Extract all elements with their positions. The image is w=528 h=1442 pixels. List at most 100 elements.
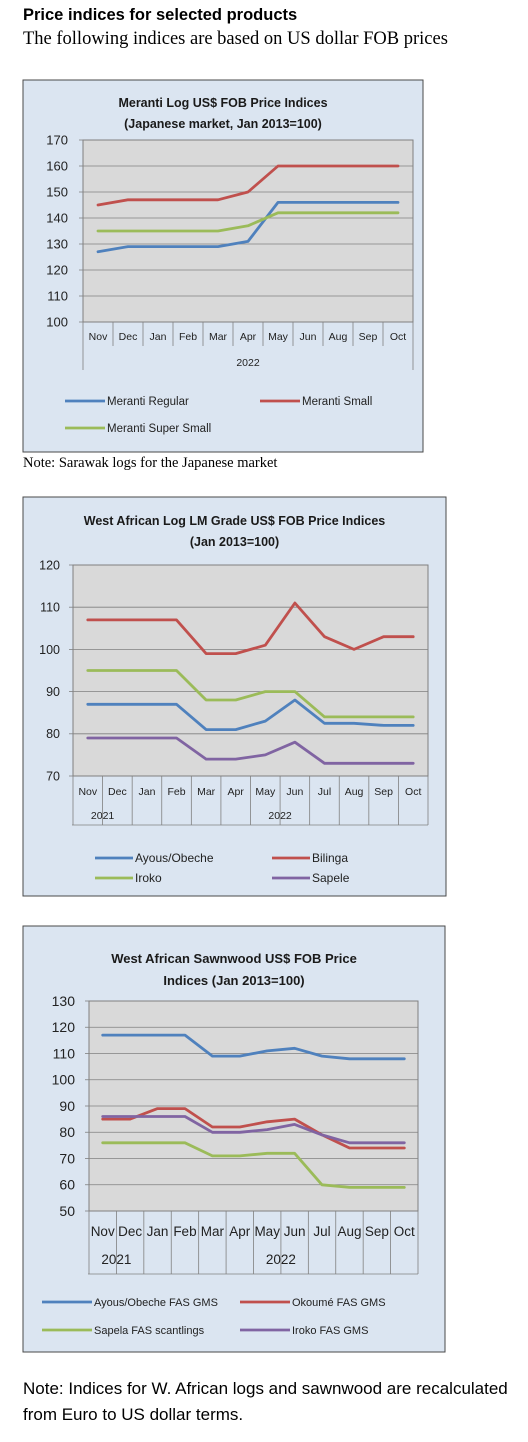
year-label: 2021 (91, 810, 115, 822)
y-tick-label: 110 (40, 601, 60, 615)
plot-area (82, 139, 414, 323)
legend-label: Sapele (312, 871, 350, 885)
chart-title: Meranti Log US$ FOB Price Indices (118, 96, 327, 110)
y-tick-label: 170 (46, 133, 68, 148)
y-tick-label: 130 (52, 993, 76, 1009)
legend-label: Iroko FAS GMS (292, 1325, 368, 1337)
y-tick-label: 120 (46, 263, 68, 278)
x-tick-label: Dec (108, 786, 127, 798)
x-tick-label: May (268, 331, 289, 343)
series-line-1 (86, 698, 415, 731)
x-tick-label: Feb (179, 331, 197, 343)
y-tick-label: 100 (46, 315, 68, 330)
x-tick-label: Mar (209, 331, 228, 343)
x-tick-label: Nov (91, 1224, 115, 1239)
y-tick-label: 110 (53, 1045, 76, 1061)
x-tick-label: Jan (147, 1224, 169, 1239)
chart-title: West African Log LM Grade US$ FOB Price … (84, 514, 386, 528)
x-tick-label: Apr (229, 1224, 251, 1239)
x-tick-label: Dec (118, 1224, 142, 1239)
x-tick-label: Jun (286, 786, 303, 798)
legend-label: Meranti Super Small (107, 423, 211, 435)
series-line-1 (96, 200, 400, 254)
note-sarawak: Note: Sarawak logs for the Japanese mark… (23, 455, 278, 471)
chart-2: West African Log LM Grade US$ FOB Price … (22, 496, 447, 897)
x-tick-label: Mar (201, 1224, 225, 1239)
year-label: 2021 (101, 1252, 131, 1267)
x-tick-label: Oct (394, 1224, 415, 1239)
y-tick-label: 70 (46, 769, 60, 783)
legend-label: Sapela FAS scantlings (94, 1325, 205, 1337)
x-tick-label: Apr (240, 331, 257, 343)
page-subheading: The following indices are based on US do… (23, 29, 448, 49)
series-line-4 (101, 1115, 406, 1145)
y-tick-label: 80 (46, 727, 60, 741)
year-label: 2022 (268, 810, 292, 822)
y-tick-label: 150 (46, 185, 68, 200)
legend-label: Meranti Regular (107, 396, 189, 408)
y-tick-label: 100 (52, 1072, 76, 1088)
series-line-3 (101, 1141, 406, 1189)
chart-3: West African Sawnwood US$ FOB Price Indic… (22, 925, 446, 1353)
legend-label: Bilinga (312, 851, 348, 865)
series-line-3 (96, 211, 400, 233)
x-tick-label: Jun (284, 1224, 306, 1239)
y-tick-label: 130 (46, 237, 68, 252)
y-tick-label: 90 (46, 685, 60, 699)
chart-title: West African Sawnwood US$ FOB Price (111, 951, 357, 966)
x-tick-label: Jun (300, 331, 317, 343)
y-tick-label: 70 (59, 1150, 75, 1166)
series-line-2 (101, 1107, 406, 1150)
x-tick-label: May (255, 786, 276, 798)
x-tick-label: May (254, 1224, 280, 1239)
y-tick-label: 50 (59, 1203, 75, 1219)
legend-label: Meranti Small (302, 396, 372, 408)
y-tick-label: 90 (59, 1098, 75, 1114)
note-recalculation: Note: Indices for W. African logs and sa… (23, 1379, 508, 1424)
y-tick-label: 60 (59, 1177, 75, 1193)
legend-label: Ayous/Obeche (135, 851, 214, 865)
legend-label: Ayous/Obeche FAS GMS (94, 1297, 218, 1309)
series-line-4 (86, 736, 415, 765)
x-tick-label: Oct (390, 331, 406, 343)
y-tick-label: 120 (52, 1019, 76, 1035)
x-tick-label: Sep (374, 786, 393, 798)
year-label: 2022 (236, 357, 260, 369)
x-tick-label: Feb (167, 786, 185, 798)
chart-subtitle: Indices (Jan 2013=100) (163, 973, 304, 988)
legend-label: Okoumé FAS GMS (292, 1297, 386, 1309)
y-tick-label: 80 (59, 1124, 75, 1140)
x-tick-label: Feb (173, 1224, 196, 1239)
y-tick-label: 160 (46, 159, 68, 174)
series-line-3 (86, 669, 415, 719)
x-tick-label: Nov (78, 786, 97, 798)
y-tick-label: 100 (39, 643, 60, 657)
x-tick-label: Sep (365, 1224, 389, 1239)
x-tick-label: Aug (337, 1224, 361, 1239)
x-tick-label: Aug (329, 331, 348, 343)
year-label: 2022 (266, 1252, 296, 1267)
x-tick-label: Nov (89, 331, 108, 343)
y-tick-label: 140 (46, 211, 68, 226)
x-tick-label: Oct (405, 786, 421, 798)
x-tick-label: Jan (138, 786, 155, 798)
x-tick-label: Jan (150, 331, 167, 343)
chart-subtitle: (Jan 2013=100) (190, 535, 279, 549)
x-tick-label: Jul (318, 786, 331, 798)
x-tick-label: Dec (119, 331, 138, 343)
y-tick-label: 110 (47, 289, 68, 304)
chart-subtitle: (Japanese market, Jan 2013=100) (124, 117, 322, 131)
x-tick-label: Jul (313, 1224, 330, 1239)
series-line-1 (101, 1033, 406, 1061)
series-line-2 (86, 601, 415, 655)
chart-1: Meranti Log US$ FOB Price Indices (Japane… (22, 79, 424, 453)
x-tick-label: Apr (228, 786, 245, 798)
x-tick-label: Aug (345, 786, 364, 798)
x-tick-label: Sep (359, 331, 378, 343)
page-heading: Price indices for selected products (23, 6, 298, 24)
x-tick-label: Mar (197, 786, 216, 798)
y-tick-label: 120 (39, 558, 60, 572)
legend-label: Iroko (135, 871, 162, 885)
series-line-2 (96, 164, 400, 207)
